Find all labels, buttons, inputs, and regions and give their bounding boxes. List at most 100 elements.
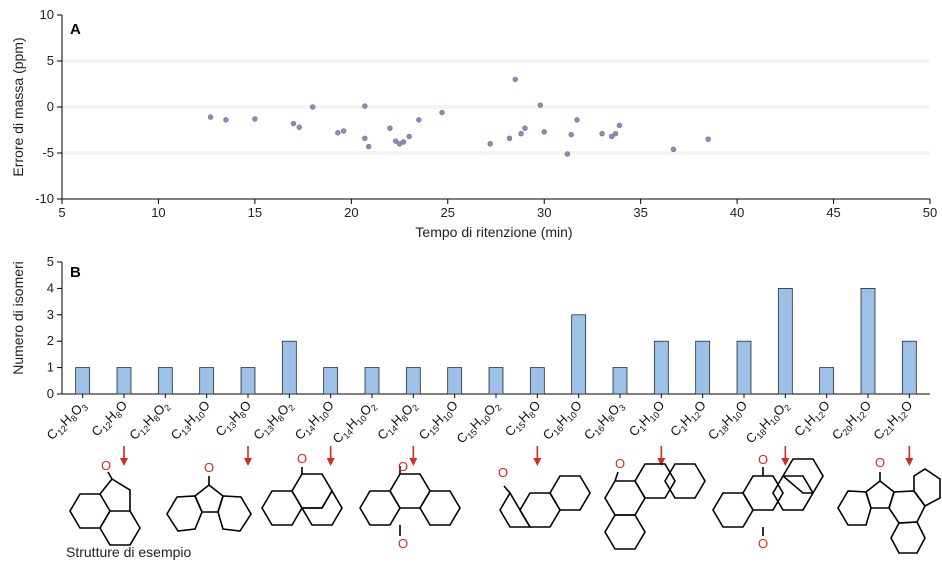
scatter-point: [537, 102, 544, 108]
scatter-points: [207, 76, 711, 157]
scatter-point: [599, 130, 605, 137]
bar: [736, 340, 752, 395]
structure-triphenylene-fluorenone: O: [837, 455, 941, 554]
scatter-point: [574, 117, 580, 123]
pointer-arrowhead: [244, 458, 252, 466]
category-label: C21H12O: [870, 398, 917, 445]
scatter-axes: -10 -5 0 5 10 5 10 15 20 25 30 35 40 45 50: [35, 7, 937, 220]
grid-band: [62, 105, 930, 109]
scatter-point: [340, 128, 347, 134]
scatter-point: [335, 130, 341, 136]
scatter-point: [207, 114, 214, 120]
bar: [612, 367, 628, 395]
gridline-bands: [62, 59, 930, 155]
structure-acenaphthenone: O: [69, 458, 141, 546]
x-tick-label: 30: [537, 205, 551, 220]
category-label: C13H8O2: [250, 398, 297, 445]
bar: [529, 367, 545, 395]
scatter-point: [223, 117, 229, 123]
bar: [901, 340, 917, 395]
scatter-point: [392, 138, 399, 144]
pointer-arrowhead: [781, 458, 790, 466]
scatter-point: [416, 117, 422, 123]
oxygen-atom-label: O: [398, 536, 408, 551]
y-tick-label: 3: [47, 307, 54, 322]
oxygen-atom-label: O: [875, 455, 885, 470]
y-tick-label: 0: [47, 99, 54, 114]
scatter-point: [365, 143, 372, 150]
category-label: C1H12O: [791, 398, 834, 441]
category-label: C15H8O: [502, 398, 545, 441]
pointer-arrowhead: [657, 458, 666, 466]
structure-phenalenone: O: [498, 465, 591, 528]
bar: [405, 367, 421, 395]
scatter-point: [612, 130, 619, 137]
scatter-point: [406, 133, 412, 140]
scatter-point: [518, 130, 524, 137]
pointer-arrowhead: [533, 458, 542, 466]
example-structures: O O O O O: [69, 451, 941, 554]
grid-band: [62, 151, 930, 155]
bar: [75, 367, 91, 395]
oxygen-atom-label: O: [498, 465, 508, 480]
scatter-point: [568, 131, 574, 138]
pointer-arrowhead: [120, 458, 128, 466]
oxygen-atom-label: O: [758, 452, 768, 467]
bar: [157, 367, 173, 395]
y-tick-label: -5: [42, 145, 54, 160]
bar: [571, 314, 587, 395]
scatter-point: [616, 122, 623, 129]
x-tick-label: 45: [826, 205, 840, 220]
scatter-point: [522, 125, 528, 131]
y-axis-label-a: Errore di massa (ppm): [10, 37, 26, 176]
category-label: C14H8O2: [374, 398, 421, 445]
bar: [819, 367, 835, 395]
x-axis-label: Tempo di ritenzione (min): [415, 224, 572, 240]
x-tick-label: 5: [58, 205, 65, 220]
bar: [695, 340, 711, 395]
scatter-point: [564, 151, 571, 157]
y-tick-label: 2: [47, 333, 54, 348]
scatter-point: [705, 136, 711, 142]
scatter-point: [512, 76, 518, 83]
structure-fluorenone: O: [166, 460, 252, 532]
y-tick-label: 0: [47, 386, 54, 401]
scatter-point: [387, 125, 393, 131]
x-tick-label: 50: [923, 205, 937, 220]
y-tick-label: -10: [35, 191, 54, 206]
oxygen-atom-label: O: [398, 459, 408, 474]
bar: [447, 367, 463, 395]
category-label: C15H10O: [416, 398, 463, 445]
y-tick-label: 5: [47, 254, 54, 269]
scatter-point: [670, 146, 677, 153]
y-tick-label: 10: [40, 7, 54, 22]
category-label: C12H8O3: [44, 398, 91, 445]
bar: [653, 340, 669, 395]
bar: [777, 287, 793, 395]
pointer-arrowhead: [905, 458, 914, 466]
scatter-point: [310, 104, 316, 110]
x-tick-label: 35: [633, 205, 647, 220]
scatter-point: [506, 135, 513, 141]
scatter-point: [400, 139, 407, 145]
scatter-point: [439, 109, 445, 116]
x-tick-label: 15: [248, 205, 262, 220]
y-tick-label: 5: [47, 53, 54, 68]
category-label: C1H10O: [626, 398, 669, 441]
bar: [199, 367, 215, 395]
bar: [364, 367, 380, 395]
oxygen-atom-label: O: [615, 456, 625, 471]
category-label: C18H10O2: [743, 398, 793, 448]
bars: [75, 287, 917, 398]
bar: [281, 340, 297, 395]
grid-band: [62, 59, 930, 63]
panel-b-label: B: [70, 264, 81, 281]
category-label: C13H10O: [168, 398, 215, 445]
y-tick-label: 4: [47, 280, 54, 295]
category-label: C20H12O: [829, 398, 876, 445]
scatter-point: [296, 124, 302, 130]
scatter-point: [252, 116, 258, 122]
category-label: C15H10O2: [453, 398, 503, 448]
structure-benzanthrone: O: [604, 456, 706, 550]
x-tick-label: 25: [441, 205, 455, 220]
